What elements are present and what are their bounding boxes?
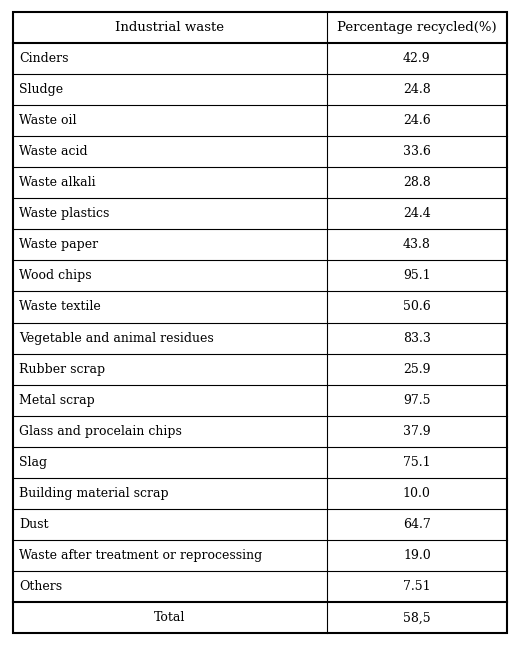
Text: 50.6: 50.6 xyxy=(403,301,431,313)
Text: 42.9: 42.9 xyxy=(403,52,431,64)
Text: 64.7: 64.7 xyxy=(403,518,431,531)
Text: Waste textile: Waste textile xyxy=(19,301,101,313)
Text: Cinders: Cinders xyxy=(19,52,69,64)
Text: 19.0: 19.0 xyxy=(403,549,431,562)
Text: Waste oil: Waste oil xyxy=(19,114,77,127)
Text: 33.6: 33.6 xyxy=(403,145,431,158)
Text: Slag: Slag xyxy=(19,456,47,469)
Text: Total: Total xyxy=(154,611,186,624)
Text: Waste alkali: Waste alkali xyxy=(19,176,96,189)
Text: Industrial waste: Industrial waste xyxy=(115,21,224,34)
Text: Waste after treatment or reprocessing: Waste after treatment or reprocessing xyxy=(19,549,263,562)
Text: 24.6: 24.6 xyxy=(403,114,431,127)
Text: 28.8: 28.8 xyxy=(403,176,431,189)
Text: Metal scrap: Metal scrap xyxy=(19,393,95,407)
Text: Sludge: Sludge xyxy=(19,83,63,96)
Text: Waste plastics: Waste plastics xyxy=(19,207,110,220)
Text: 24.8: 24.8 xyxy=(403,83,431,96)
Text: 95.1: 95.1 xyxy=(403,270,431,283)
Text: 97.5: 97.5 xyxy=(403,393,431,407)
Text: Waste acid: Waste acid xyxy=(19,145,88,158)
Text: 7.51: 7.51 xyxy=(403,580,431,593)
Text: Building material scrap: Building material scrap xyxy=(19,487,169,500)
Text: 25.9: 25.9 xyxy=(403,362,431,375)
Text: 83.3: 83.3 xyxy=(403,332,431,344)
Text: Percentage recycled(%): Percentage recycled(%) xyxy=(337,21,497,34)
Text: 24.4: 24.4 xyxy=(403,207,431,220)
Text: Glass and procelain chips: Glass and procelain chips xyxy=(19,425,182,438)
Text: 37.9: 37.9 xyxy=(403,425,431,438)
Text: Others: Others xyxy=(19,580,62,593)
Text: 75.1: 75.1 xyxy=(403,456,431,469)
Text: Waste paper: Waste paper xyxy=(19,238,98,252)
Text: 10.0: 10.0 xyxy=(403,487,431,500)
Text: 43.8: 43.8 xyxy=(403,238,431,252)
Text: 58,5: 58,5 xyxy=(403,611,431,624)
Text: Rubber scrap: Rubber scrap xyxy=(19,362,106,375)
Text: Vegetable and animal residues: Vegetable and animal residues xyxy=(19,332,214,344)
Text: Wood chips: Wood chips xyxy=(19,270,92,283)
Text: Dust: Dust xyxy=(19,518,49,531)
